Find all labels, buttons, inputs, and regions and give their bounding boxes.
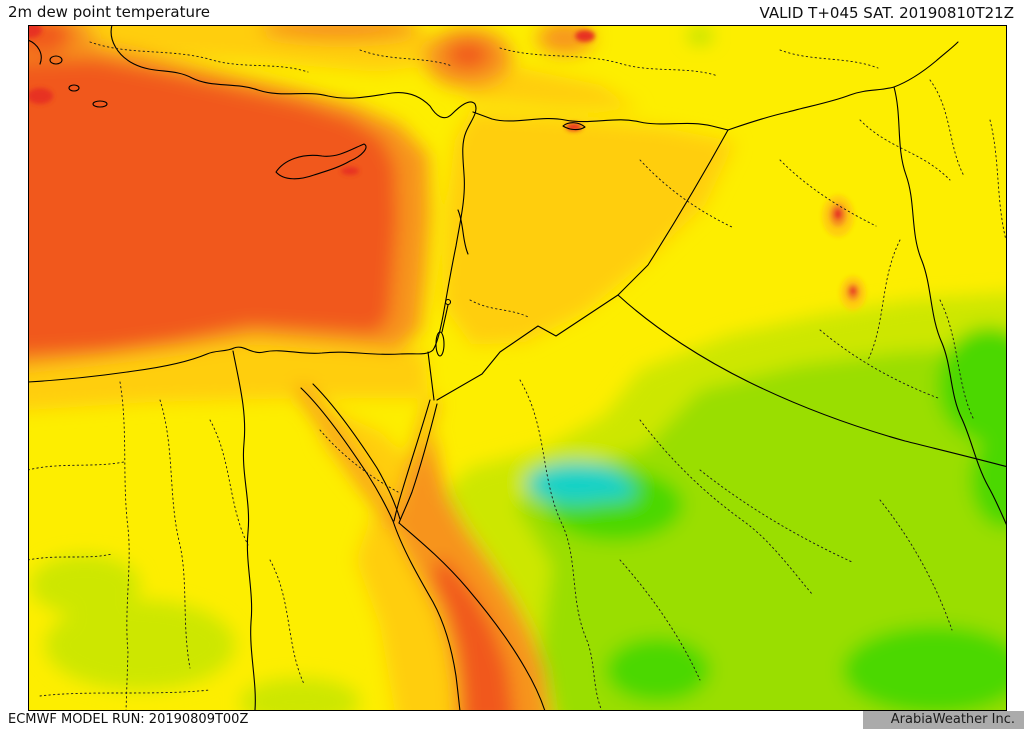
valid-time-label: VALID T+045 SAT. 20190810T21Z <box>759 4 1014 22</box>
branding-label: ArabiaWeather Inc. <box>862 711 1024 729</box>
model-run-label: ECMWF MODEL RUN: 20190809T00Z <box>8 712 249 727</box>
coastline-layer <box>28 25 1007 711</box>
admin-boundary-layer <box>28 41 1007 711</box>
footer-bar: ECMWF MODEL RUN: 20190809T00Z ArabiaWeat… <box>0 711 1024 729</box>
field-spot-layer <box>28 25 866 310</box>
map-title: 2m dew point temperature <box>8 3 211 21</box>
map-border <box>28 25 1007 711</box>
